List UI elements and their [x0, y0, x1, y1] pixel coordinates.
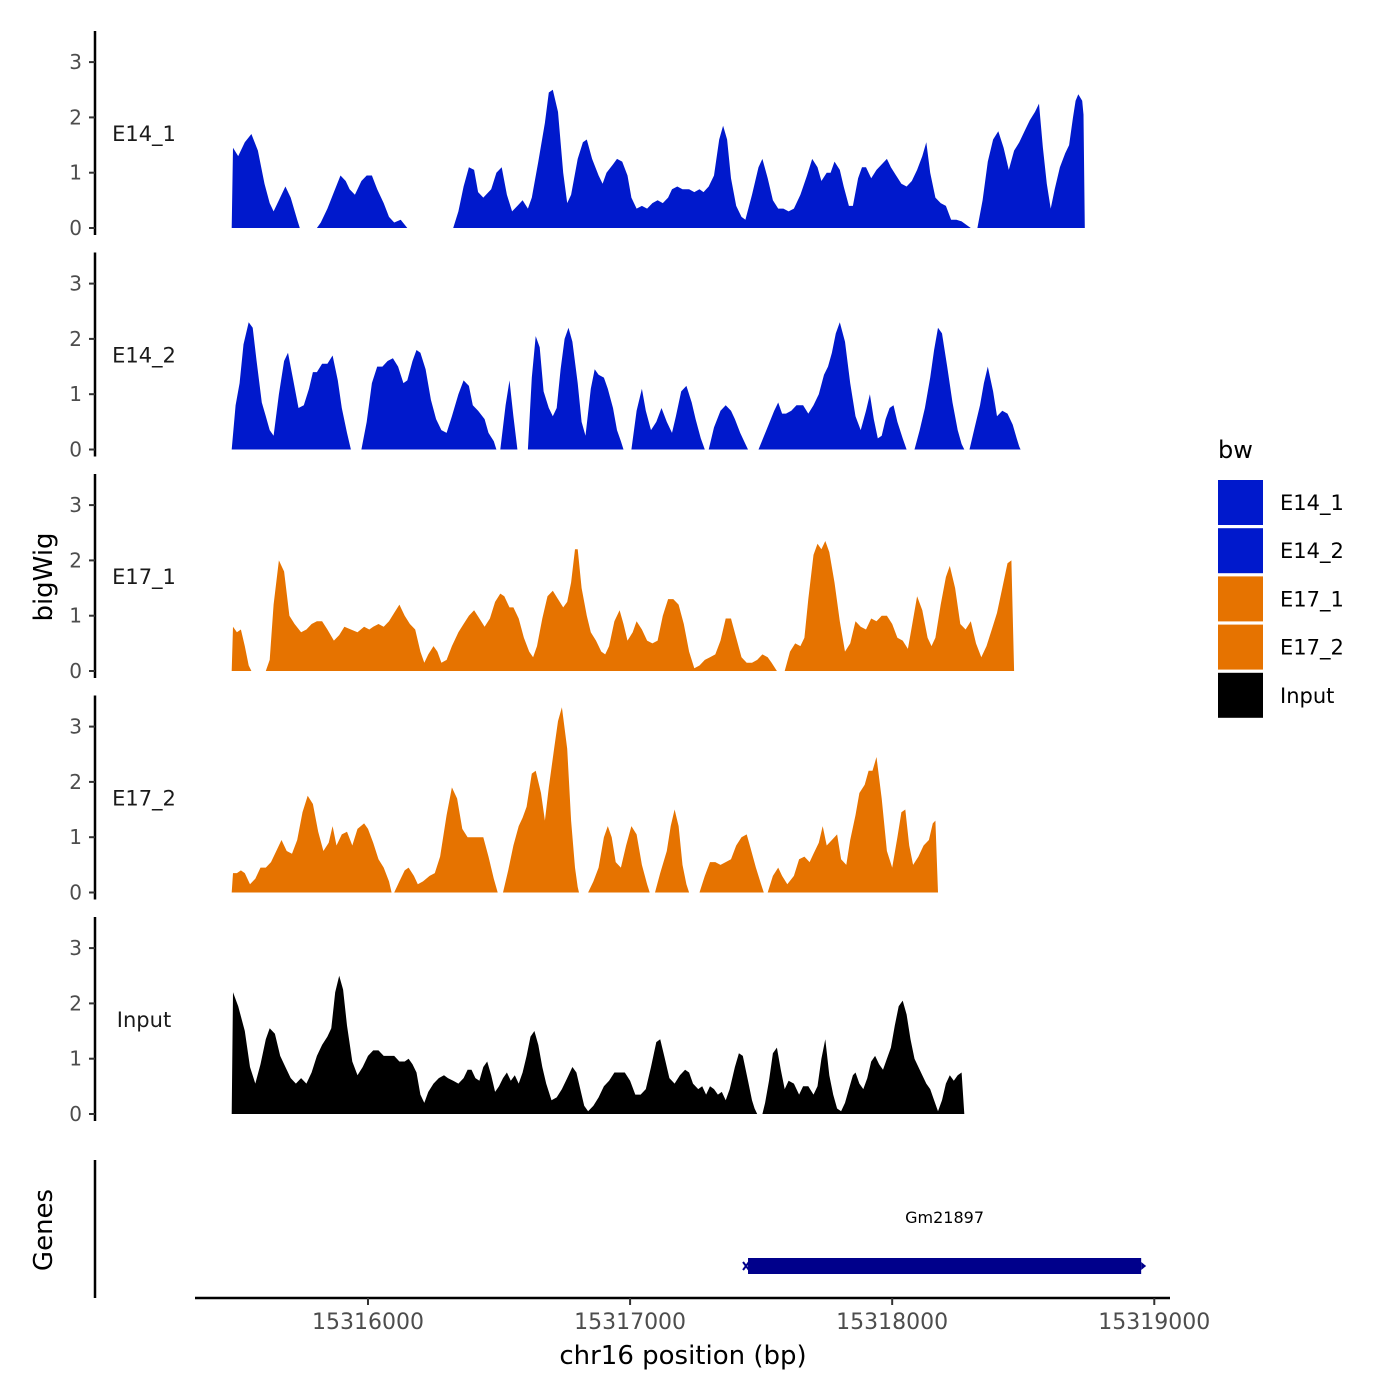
y-tick-label: 3 [69, 272, 82, 296]
facet-label-e14_1: E14_1 [112, 122, 176, 147]
y-axis-title: bigWig [29, 532, 59, 621]
coverage-area-e14_2 [231, 322, 1021, 450]
y-tick-label: 3 [69, 493, 82, 517]
y-tick-label: 0 [69, 216, 82, 240]
y-tick-label: 2 [69, 105, 82, 129]
y-tick-label: 1 [69, 382, 82, 406]
y-tick-label: 2 [69, 548, 82, 572]
y-tick-label: 2 [69, 991, 82, 1015]
panel-e17_2: 0 1 2 3 E17_2 [69, 695, 938, 905]
facet-label-e17_1: E17_1 [112, 565, 176, 590]
facet-label-input: Input [117, 1008, 171, 1032]
y-tick-label: 3 [69, 50, 82, 74]
gene-start-marker [742, 1261, 750, 1271]
legend-label: Input [1280, 684, 1334, 708]
gene-label: Gm21897 [905, 1208, 984, 1227]
y-tick-label: 1 [69, 604, 82, 628]
y-tick-label: 3 [69, 715, 82, 739]
y-tick-label: 2 [69, 327, 82, 351]
panel-e17_1: 0 1 2 3 E17_1 [69, 474, 1015, 683]
y-tick-label: 0 [69, 659, 82, 683]
legend: bw E14_1 E14_2 E17_1 E17_2 Input [1218, 436, 1344, 718]
legend-item-input: Input [1218, 672, 1334, 718]
legend-label: E17_2 [1280, 636, 1344, 661]
y-tick-label: 0 [69, 1102, 82, 1126]
genes-panel-title: Genes [29, 1189, 59, 1271]
coverage-area-e17_2 [231, 707, 938, 893]
x-axis-title: chr16 position (bp) [559, 1341, 806, 1371]
legend-swatch [1218, 576, 1263, 622]
legend-label: E14_2 [1280, 539, 1344, 564]
gene-strand-arrow [1141, 1262, 1147, 1270]
facet-label-e17_2: E17_2 [112, 786, 176, 811]
legend-label: E17_1 [1280, 587, 1344, 612]
coverage-area-input [231, 975, 965, 1114]
y-tick-label: 2 [69, 770, 82, 794]
coverage-area-e17_1 [231, 541, 1015, 671]
y-tick-label: 1 [69, 825, 82, 849]
legend-label: E14_1 [1280, 491, 1344, 516]
legend-title: bw [1218, 436, 1253, 464]
legend-swatch [1218, 624, 1263, 670]
y-tick-label: 1 [69, 161, 82, 185]
legend-swatch [1218, 672, 1263, 718]
y-tick-label: 0 [69, 438, 82, 462]
y-tick-label: 1 [69, 1047, 82, 1071]
facet-label-e14_2: E14_2 [112, 343, 176, 368]
panel-e14_1: 0 1 2 3 E14_1 [69, 31, 1085, 240]
y-tick-label: 0 [69, 881, 82, 905]
coverage-panels: 0 1 2 3 E14_1 0 1 2 3 E14_2 0 1 2 3 E17_1 0 1 2 3 E17_2 0 1 2 3… [69, 31, 1085, 1126]
legend-swatch [1218, 480, 1263, 525]
legend-item-e14_1: E14_1 [1218, 480, 1344, 525]
x-tick-label: 15318000 [836, 1310, 948, 1335]
genes-panel: Gm21897 [93, 1160, 1147, 1298]
legend-swatch [1218, 528, 1263, 574]
gene-body [748, 1258, 1142, 1274]
x-tick-label: 15317000 [574, 1310, 686, 1335]
panel-input: 0 1 2 3 Input [69, 917, 965, 1126]
panel-e14_2: 0 1 2 3 E14_2 [69, 252, 1021, 462]
legend-item-e17_1: E17_1 [1218, 576, 1344, 622]
x-axis: 15316000 15317000 15318000 15319000 [195, 1296, 1210, 1335]
legend-item-e14_2: E14_2 [1218, 528, 1344, 574]
x-tick-label: 15319000 [1098, 1310, 1210, 1335]
x-tick-label: 15316000 [312, 1310, 424, 1335]
coverage-area-e14_1 [231, 89, 1085, 228]
legend-item-e17_2: E17_2 [1218, 624, 1344, 670]
y-tick-label: 3 [69, 936, 82, 960]
